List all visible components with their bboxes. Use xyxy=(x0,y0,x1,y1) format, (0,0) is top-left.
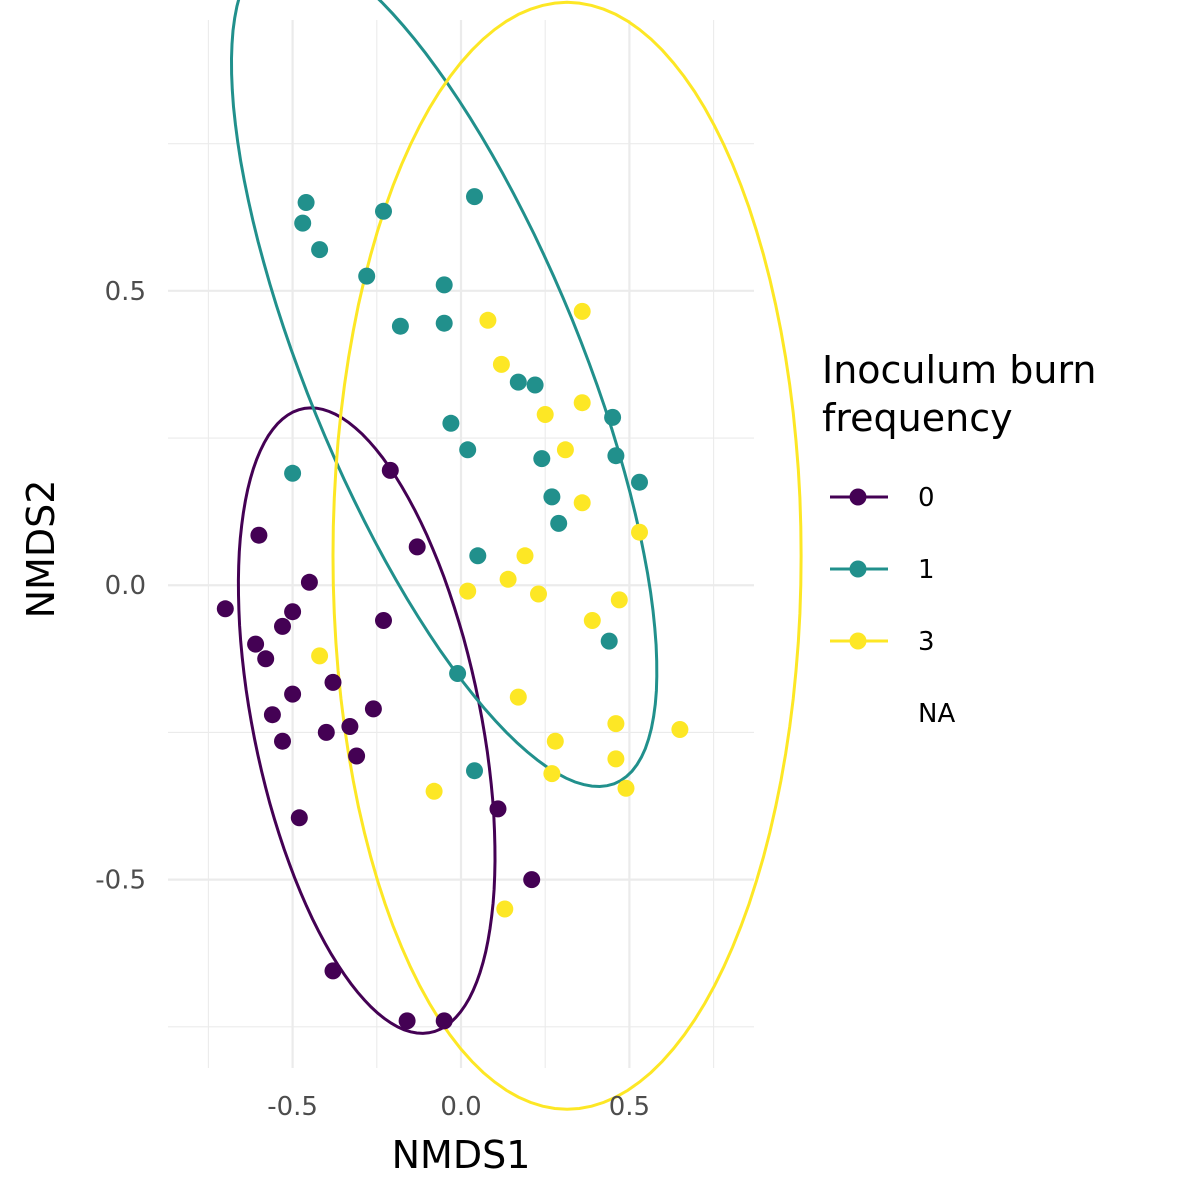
y-tick-label-1: 0.0 xyxy=(105,571,146,601)
point-group-0-17 xyxy=(348,747,366,765)
point-group-1-20 xyxy=(469,547,487,565)
point-group-0-11 xyxy=(284,685,302,703)
y-axis-title: NMDS2 xyxy=(19,480,63,619)
point-group-3-22 xyxy=(425,782,443,800)
legend-label-0: 0 xyxy=(918,483,935,513)
point-group-3-19 xyxy=(607,750,625,768)
point-group-0-1 xyxy=(250,526,268,544)
ellipse-group-0 xyxy=(236,406,497,1035)
point-group-0-16 xyxy=(364,700,382,718)
legend-title-line-2: frequency xyxy=(822,396,1013,440)
point-group-0-2 xyxy=(300,573,318,591)
legend-key-point-1 xyxy=(849,560,867,578)
point-group-3-8 xyxy=(516,547,534,565)
point-group-1-22 xyxy=(449,665,467,682)
point-group-3-15 xyxy=(509,688,527,706)
point-group-1-0 xyxy=(297,194,315,211)
point-group-3-11 xyxy=(530,585,547,603)
legend-keys: 0 1 3 NA xyxy=(830,483,955,729)
point-group-3-16 xyxy=(607,715,625,733)
point-group-0-15 xyxy=(341,718,359,735)
data-points xyxy=(216,188,689,1030)
legend-key-point-0 xyxy=(849,488,867,506)
point-group-0-12 xyxy=(324,673,342,691)
point-group-1-5 xyxy=(358,267,376,285)
point-group-1-3 xyxy=(375,202,392,220)
point-group-3-23 xyxy=(496,900,514,918)
point-group-3-13 xyxy=(583,612,601,629)
point-group-1-16 xyxy=(631,473,648,491)
point-group-3-4 xyxy=(536,406,554,423)
x-tick-label-1: 0.0 xyxy=(440,1092,481,1122)
point-group-0-5 xyxy=(247,635,265,653)
point-group-0-21 xyxy=(435,1012,453,1030)
grid-lines xyxy=(168,20,754,1068)
point-group-0-13 xyxy=(274,732,291,750)
point-group-0-22 xyxy=(489,800,507,818)
y-tick-label-2: 0.5 xyxy=(105,277,146,307)
legend: Inoculum burn frequency 0 1 3 NA xyxy=(822,348,1097,729)
point-group-1-17 xyxy=(543,488,561,506)
point-group-1-18 xyxy=(550,514,568,532)
point-group-3-7 xyxy=(631,523,648,541)
point-group-3-20 xyxy=(543,765,561,783)
point-group-0-8 xyxy=(284,603,302,621)
point-group-1-7 xyxy=(391,317,409,335)
point-group-3-14 xyxy=(311,647,329,665)
point-group-3-12 xyxy=(610,591,628,609)
point-group-1-10 xyxy=(526,376,544,394)
point-group-1-12 xyxy=(459,441,477,459)
point-group-1-2 xyxy=(311,241,329,259)
point-group-3-6 xyxy=(573,494,591,512)
point-group-0-9 xyxy=(375,612,392,629)
point-group-0-10 xyxy=(263,706,281,724)
point-group-0-23 xyxy=(523,871,541,889)
point-group-0-19 xyxy=(324,962,342,980)
point-group-3-5 xyxy=(556,441,574,459)
point-group-0-0 xyxy=(216,600,234,618)
legend-title-line-1: Inoculum burn xyxy=(822,348,1097,392)
point-group-0-3 xyxy=(381,461,399,479)
legend-label-1: 1 xyxy=(918,555,935,585)
axis-tick-labels: -0.5 0.0 0.5 -0.5 0.0 0.5 xyxy=(95,277,650,1122)
ellipse-group-3 xyxy=(331,0,803,1111)
legend-label-NA: NA xyxy=(918,699,955,729)
point-group-1-21 xyxy=(600,632,618,650)
point-group-3-1 xyxy=(573,302,591,320)
point-group-3-3 xyxy=(573,394,591,412)
confidence-ellipses xyxy=(229,0,803,1111)
point-group-1-14 xyxy=(533,450,551,468)
point-group-1-19 xyxy=(284,464,302,482)
point-group-1-13 xyxy=(604,408,622,426)
point-group-3-0 xyxy=(479,311,497,329)
point-group-3-9 xyxy=(499,570,517,588)
x-tick-label-0: -0.5 xyxy=(267,1092,318,1122)
point-group-1-1 xyxy=(294,214,312,232)
point-group-1-23 xyxy=(466,762,483,780)
point-group-1-8 xyxy=(435,314,453,332)
point-group-1-11 xyxy=(442,414,460,432)
point-group-0-18 xyxy=(290,809,308,827)
y-tick-label-0: -0.5 xyxy=(95,866,146,896)
point-group-3-21 xyxy=(617,779,635,797)
ellipse-group-1 xyxy=(229,0,659,789)
point-group-1-4 xyxy=(466,188,483,206)
point-group-1-6 xyxy=(435,276,453,294)
point-group-0-4 xyxy=(408,538,426,556)
point-group-1-9 xyxy=(509,373,527,391)
legend-label-3: 3 xyxy=(918,627,935,657)
point-group-3-17 xyxy=(546,732,564,750)
point-group-0-20 xyxy=(398,1012,416,1030)
point-group-3-2 xyxy=(492,355,510,373)
x-tick-label-2: 0.5 xyxy=(609,1092,650,1122)
point-group-1-15 xyxy=(607,447,625,465)
x-axis-title: NMDS1 xyxy=(392,1133,531,1177)
legend-key-point-3 xyxy=(849,632,867,650)
point-group-0-6 xyxy=(257,650,275,668)
point-group-3-10 xyxy=(459,582,477,600)
point-group-0-14 xyxy=(317,723,335,741)
point-group-3-18 xyxy=(671,721,689,738)
point-group-0-7 xyxy=(274,617,291,635)
